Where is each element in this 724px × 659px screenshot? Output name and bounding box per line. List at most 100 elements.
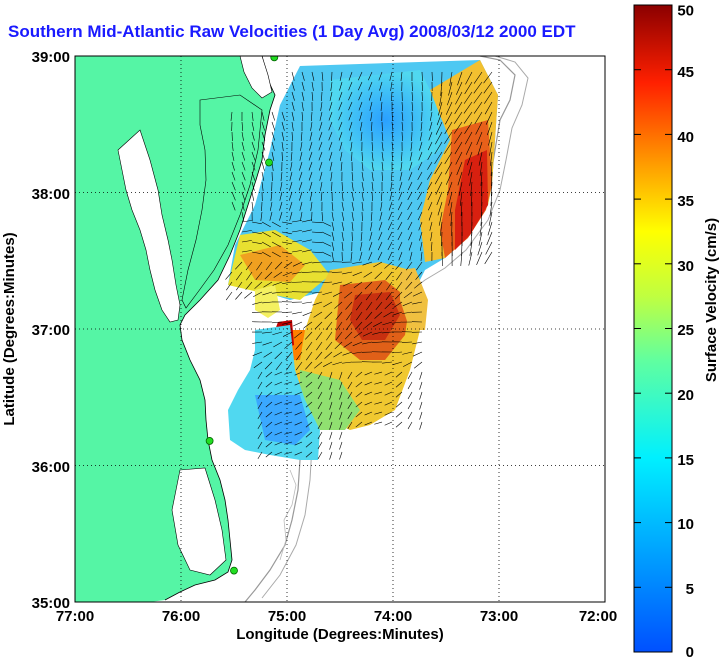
velocity-vector [364, 381, 373, 386]
velocity-vector [389, 71, 393, 81]
velocity-vector [412, 351, 423, 357]
velocity-vector [241, 171, 246, 181]
velocity-vector [294, 411, 303, 416]
colorbar-tick-label: 20 [677, 387, 694, 404]
velocity-vector [271, 241, 281, 248]
velocity-vector [434, 151, 443, 165]
velocity-vector [231, 191, 236, 201]
x-tick-label: 74:00 [374, 608, 412, 625]
velocity-vector [428, 131, 433, 141]
velocity-vector [351, 171, 354, 181]
velocity-vector [371, 181, 374, 191]
velocity-vector [395, 261, 403, 270]
velocity-vector [281, 221, 292, 225]
velocity-vector [299, 161, 303, 171]
velocity-vector [419, 391, 423, 400]
velocity-vector [476, 131, 483, 146]
velocity-vector [458, 181, 463, 196]
velocity-vector [282, 271, 293, 277]
velocity-vector [241, 250, 252, 253]
velocity-vector [398, 191, 403, 201]
velocity-vector [407, 201, 413, 211]
velocity-vector [325, 321, 333, 331]
velocity-vector [373, 321, 383, 327]
velocity-vector [428, 211, 433, 221]
velocity-vector [363, 271, 373, 278]
velocity-vector [265, 261, 273, 271]
velocity-vector [292, 321, 303, 327]
velocity-vector [401, 131, 403, 141]
velocity-vector [284, 421, 293, 425]
velocity-vector [419, 381, 423, 390]
velocity-vector [251, 111, 254, 121]
velocity-vector [309, 131, 313, 141]
velocity-vector [323, 301, 333, 308]
velocity-vector [409, 251, 413, 261]
velocity-vector [338, 101, 343, 111]
velocity-vector [271, 111, 276, 121]
colorbar-tick-label: 10 [677, 516, 694, 533]
velocity-vector [380, 201, 383, 211]
velocity-vector [395, 281, 403, 291]
velocity-vector [302, 271, 313, 273]
velocity-vector [291, 71, 295, 81]
velocity-vector [334, 301, 343, 309]
velocity-vector [305, 381, 313, 388]
velocity-vector [488, 211, 493, 226]
velocity-vector [289, 201, 293, 211]
velocity-vector [344, 331, 353, 340]
velocity-vector [339, 401, 343, 410]
velocity-vector [302, 261, 313, 265]
velocity-vector [329, 91, 333, 101]
velocity-vector [245, 281, 253, 290]
velocity-vector [457, 171, 463, 186]
velocity-vector [355, 291, 363, 300]
velocity-vector [381, 141, 384, 151]
velocity-vector [407, 381, 413, 390]
velocity-vector [412, 341, 423, 345]
velocity-vector [352, 341, 363, 347]
velocity-vector [284, 431, 293, 435]
velocity-vector [483, 81, 493, 94]
velocity-vector [374, 311, 383, 319]
velocity-vector [469, 241, 473, 256]
velocity-vector [305, 361, 313, 370]
velocity-vector [261, 161, 265, 171]
velocity-vector [484, 101, 493, 115]
velocity-vector [401, 111, 404, 121]
velocity-vector [348, 111, 353, 121]
velocity-vector [454, 101, 463, 115]
velocity-vector [420, 251, 423, 261]
velocity-vector [301, 229, 312, 233]
velocity-vector [341, 221, 345, 231]
coastline [164, 56, 276, 601]
velocity-vector [339, 391, 343, 400]
velocity-vector [429, 121, 433, 131]
velocity-vector [284, 401, 293, 405]
velocity-vector [440, 221, 443, 236]
velocity-vector [446, 91, 453, 106]
velocity-vector [305, 431, 313, 438]
velocity-vector [310, 201, 313, 211]
velocity-vector [284, 341, 293, 349]
velocity-vector [312, 301, 323, 306]
velocity-vector [342, 361, 353, 364]
velocity-vector [371, 121, 373, 132]
velocity-vector [387, 221, 393, 231]
x-tick-label: 76:00 [162, 608, 200, 625]
velocity-vector [328, 131, 333, 141]
velocity-vector [319, 111, 323, 121]
velocity-vector [465, 71, 473, 85]
velocity-vector [486, 231, 493, 246]
velocity-vector [483, 71, 493, 84]
velocity-vector [445, 101, 453, 115]
velocity-vector [441, 231, 443, 246]
velocity-vector [463, 111, 473, 124]
velocity-vector [453, 121, 463, 134]
velocity-vector [262, 331, 273, 334]
velocity-vector [392, 321, 403, 324]
velocity-vector [274, 381, 283, 386]
velocity-vector [341, 181, 343, 191]
velocity-vector [412, 291, 423, 297]
